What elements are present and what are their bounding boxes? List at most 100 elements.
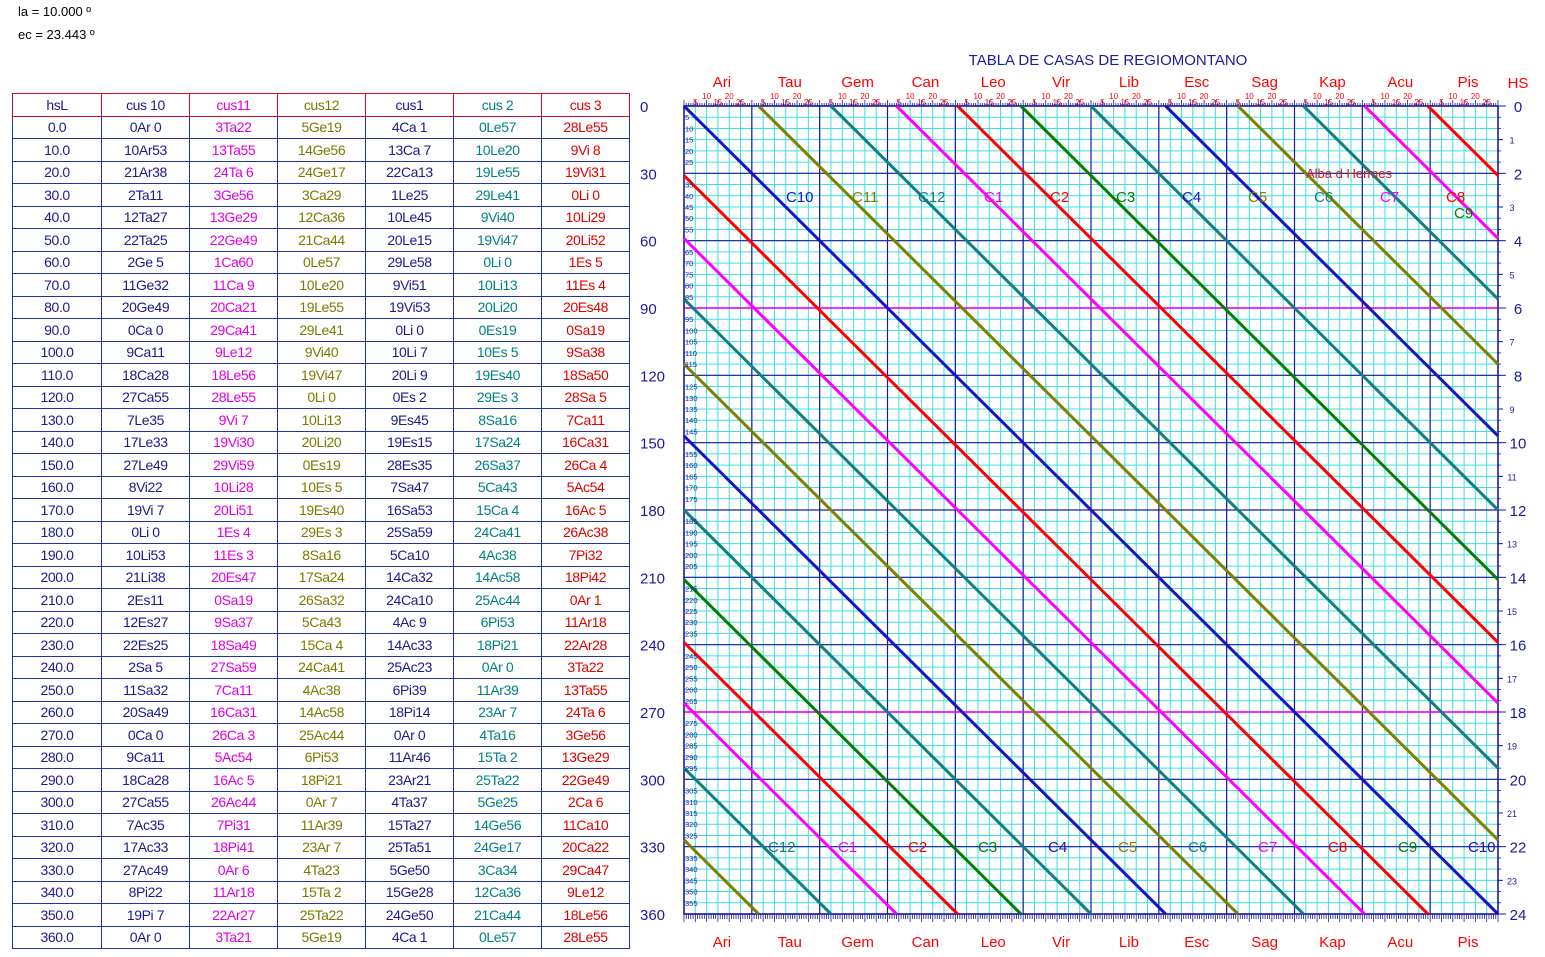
cusp-cell: 7Pi32 <box>541 543 630 567</box>
cusp-cell: 12Ca36 <box>277 205 366 229</box>
sidereal-time-cell: 70.0 <box>12 273 102 297</box>
table-row: 270.0 0Ca 0 26Ca 3 25Ac44 0Ar 0 4Ta16 3Ge56 <box>12 723 630 747</box>
cusp-label: C2 <box>908 839 927 856</box>
cusp-label: C10 <box>786 189 814 206</box>
column-header: hsL <box>12 93 102 117</box>
degree-sublabel: 20 <box>996 92 1005 101</box>
cusp-cell: 20Sa49 <box>101 700 190 724</box>
cusp-cell: 1Es 5 <box>541 250 630 274</box>
cusp-cell: 14Ge56 <box>277 138 366 162</box>
table-row: 40.0 12Ta27 13Ge29 12Ca36 10Le45 9Vi40 10Li29 <box>12 205 630 229</box>
hs-major-label: 6 <box>1514 301 1522 318</box>
table-row: 150.0 27Le49 29Vi59 0Es19 28Es35 26Sa37 26Ca 4 <box>12 453 630 477</box>
left-axis-tick-label: 60 <box>640 234 657 251</box>
cusp-cell: 1Le25 <box>365 183 454 207</box>
cusp-cell: 13Ta55 <box>541 678 630 702</box>
left-axis-minor-label: 15 <box>685 136 693 145</box>
left-axis-minor-label: 220 <box>685 596 698 605</box>
cusp-cell: 18Pi21 <box>277 768 366 792</box>
sign-label-top: Tau <box>778 74 802 91</box>
sidereal-time-cell: 200.0 <box>12 565 102 589</box>
sidereal-time-cell: 40.0 <box>12 205 102 229</box>
table-header-row: hsL cus 10 cus11 cus12 cus1 cus 2 cus 3 <box>12 93 630 117</box>
cusp-cell: 3Ge56 <box>189 183 278 207</box>
left-axis-minor-label: 35 <box>685 181 693 190</box>
cusp-line <box>682 363 1240 916</box>
left-axis-minor-label: 190 <box>685 528 698 537</box>
sidereal-time-cell: 340.0 <box>12 880 102 904</box>
sign-label-top: Sag <box>1251 74 1278 91</box>
cusp-cell: 29Ca41 <box>189 318 278 342</box>
cusp-cell: 16Ca31 <box>541 430 630 454</box>
left-axis-minor-label: 10 <box>685 124 693 133</box>
cusp-cell: 3Ca34 <box>453 858 542 882</box>
cusp-label: C6 <box>1314 189 1333 206</box>
cusp-cell: 20Le15 <box>365 228 454 252</box>
cusp-cell: 14Ac33 <box>365 633 454 657</box>
left-axis-minor-label: 5 <box>685 113 689 122</box>
cusp-cell: 2Sa 5 <box>101 655 190 679</box>
cusp-cell: 3Ge56 <box>541 723 630 747</box>
sign-label-bottom: Can <box>912 934 940 951</box>
cusp-cell: 7Pi31 <box>189 813 278 837</box>
sidereal-time-cell: 240.0 <box>12 655 102 679</box>
degree-sublabel: 20 <box>1200 92 1209 101</box>
cusp-cell: 20Ca21 <box>189 295 278 319</box>
cusp-cell: 18Ca28 <box>101 363 190 387</box>
column-header: cus11 <box>189 93 278 117</box>
cusp-cell: 20Ca22 <box>541 835 630 859</box>
hs-minor-label: 1 <box>1509 136 1514 146</box>
cusp-cell: 9Le12 <box>541 880 630 904</box>
table-row: 30.0 2Ta11 3Ge56 3Ca29 1Le25 29Le41 0Li 0 <box>12 183 630 207</box>
left-axis-tick-label: 120 <box>640 368 665 385</box>
table-row: 160.0 8Vi22 10Li28 10Es 5 7Sa47 5Ca43 5Ac54 <box>12 475 630 499</box>
table-row: 260.0 20Sa49 16Ca31 14Ac58 18Pi14 23Ar 7 24Ta … <box>12 700 630 724</box>
cusp-cell: 0Es19 <box>277 453 366 477</box>
table-row: 300.0 27Ca55 26Ac44 0Ar 7 4Ta37 5Ge25 2Ca 6 <box>12 790 630 814</box>
cusp-cell: 18Pi21 <box>453 633 542 657</box>
cusp-cell: 3Ca29 <box>277 183 366 207</box>
sidereal-time-cell: 300.0 <box>12 790 102 814</box>
left-axis-minor-label: 140 <box>685 416 698 425</box>
sidereal-time-cell: 30.0 <box>12 183 102 207</box>
hs-major-label: 20 <box>1510 772 1527 789</box>
table-row: 230.0 22Es25 18Sa49 15Ca 4 14Ac33 18Pi21 22Ar2… <box>12 633 630 657</box>
hs-minor-label: 11 <box>1507 472 1516 482</box>
table-row: 210.0 2Es11 0Sa19 26Sa32 24Ca10 25Ac44 0Ar 1 <box>12 588 630 612</box>
cusp-cell: 4Ca 1 <box>365 925 454 949</box>
cusp-cell: 4Ca 1 <box>365 115 454 139</box>
sidereal-time-cell: 140.0 <box>12 430 102 454</box>
cusp-cell: 11Ar18 <box>541 610 630 634</box>
hs-major-label: 4 <box>1514 234 1522 251</box>
sign-label-bottom: Ari <box>713 934 731 951</box>
sidereal-time-cell: 80.0 <box>12 295 102 319</box>
cusp-cell: 6Pi39 <box>365 678 454 702</box>
cusp-cell: 20Li20 <box>453 295 542 319</box>
hs-minor-label: 15 <box>1507 607 1517 617</box>
degree-sublabel: 20 <box>860 92 869 101</box>
cusp-cell: 2Es11 <box>101 588 190 612</box>
sidereal-time-cell: 180.0 <box>12 520 102 544</box>
cusp-cell: 26Ac38 <box>541 520 630 544</box>
cusp-line <box>682 701 898 916</box>
left-axis-tick-label: 330 <box>640 840 665 857</box>
sidereal-time-cell: 250.0 <box>12 678 102 702</box>
left-axis-minor-label: 195 <box>685 540 698 549</box>
cusp-cell: 22Ge49 <box>189 228 278 252</box>
cusp-cell: 29Es 3 <box>277 520 366 544</box>
sidereal-time-cell: 60.0 <box>12 250 102 274</box>
sign-label-bottom: Sag <box>1251 934 1278 951</box>
cusp-cell: 5Ge19 <box>277 115 366 139</box>
table-row: 360.0 0Ar 0 3Ta21 5Ge19 4Ca 1 0Le57 28Le55 <box>12 925 630 949</box>
left-axis-tick-label: 360 <box>640 907 665 924</box>
cusp-cell: 14Ac58 <box>277 700 366 724</box>
table-row: 170.0 19Vi 7 20Li51 19Es40 16Sa53 15Ca 4 16Ac … <box>12 498 630 522</box>
cusp-label: C9 <box>1398 839 1417 856</box>
cusp-label: C4 <box>1048 839 1067 856</box>
cusp-label: C12 <box>918 189 946 206</box>
table-row: 50.0 22Ta25 22Ge49 21Ca44 20Le15 19Vi47 20Li52 <box>12 228 630 252</box>
degree-sublabel: 20 <box>1064 92 1073 101</box>
table-row: 20.0 21Ar38 24Ta 6 24Ge17 22Ca13 19Le55 19Vi31 <box>12 160 630 184</box>
cusp-cell: 25Ac44 <box>277 723 366 747</box>
cusp-cell: 6Pi53 <box>277 745 366 769</box>
